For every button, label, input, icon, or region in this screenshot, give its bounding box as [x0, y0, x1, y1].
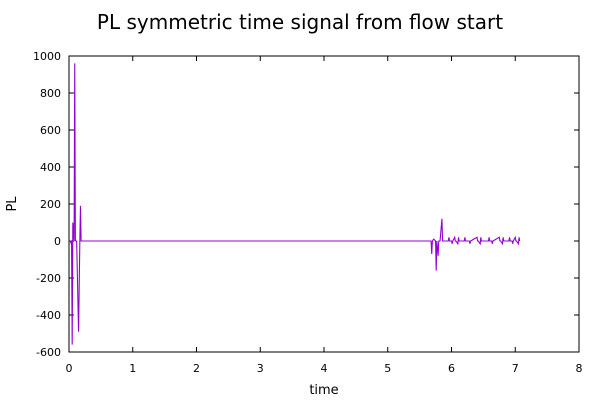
- x-tick-label: 8: [576, 362, 583, 375]
- y-tick-label: 400: [40, 161, 61, 174]
- y-tick-label: -200: [36, 272, 61, 285]
- x-axis-label: time: [309, 383, 338, 398]
- y-axis-label: PL: [5, 196, 20, 212]
- x-tick-label: 0: [66, 362, 73, 375]
- x-tick-label: 7: [512, 362, 519, 375]
- chart-title: PL symmetric time signal from flow start: [96, 10, 504, 34]
- y-tick-label: 1000: [33, 50, 61, 63]
- x-tick-label: 5: [384, 362, 391, 375]
- x-tick-label: 3: [257, 362, 264, 375]
- y-tick-label: 800: [40, 87, 61, 100]
- x-tick-label: 1: [129, 362, 136, 375]
- series-line-0: [69, 63, 521, 345]
- plot-frame: [68, 55, 580, 353]
- y-tick-label: 0: [54, 235, 61, 248]
- y-tick-label: 200: [40, 198, 61, 211]
- y-tick-label: -600: [36, 346, 61, 359]
- x-tick-label: 4: [321, 362, 328, 375]
- y-tick-label: -400: [36, 309, 61, 322]
- x-tick-label: 2: [193, 362, 200, 375]
- x-tick-label: 6: [448, 362, 455, 375]
- ticks-layer: 0 1 2 3 4 5 6 7 8 -600 -400 -200 0 200 400 600 800 1000: [33, 50, 583, 375]
- y-tick-label: 600: [40, 124, 61, 137]
- series-layer: [69, 63, 521, 345]
